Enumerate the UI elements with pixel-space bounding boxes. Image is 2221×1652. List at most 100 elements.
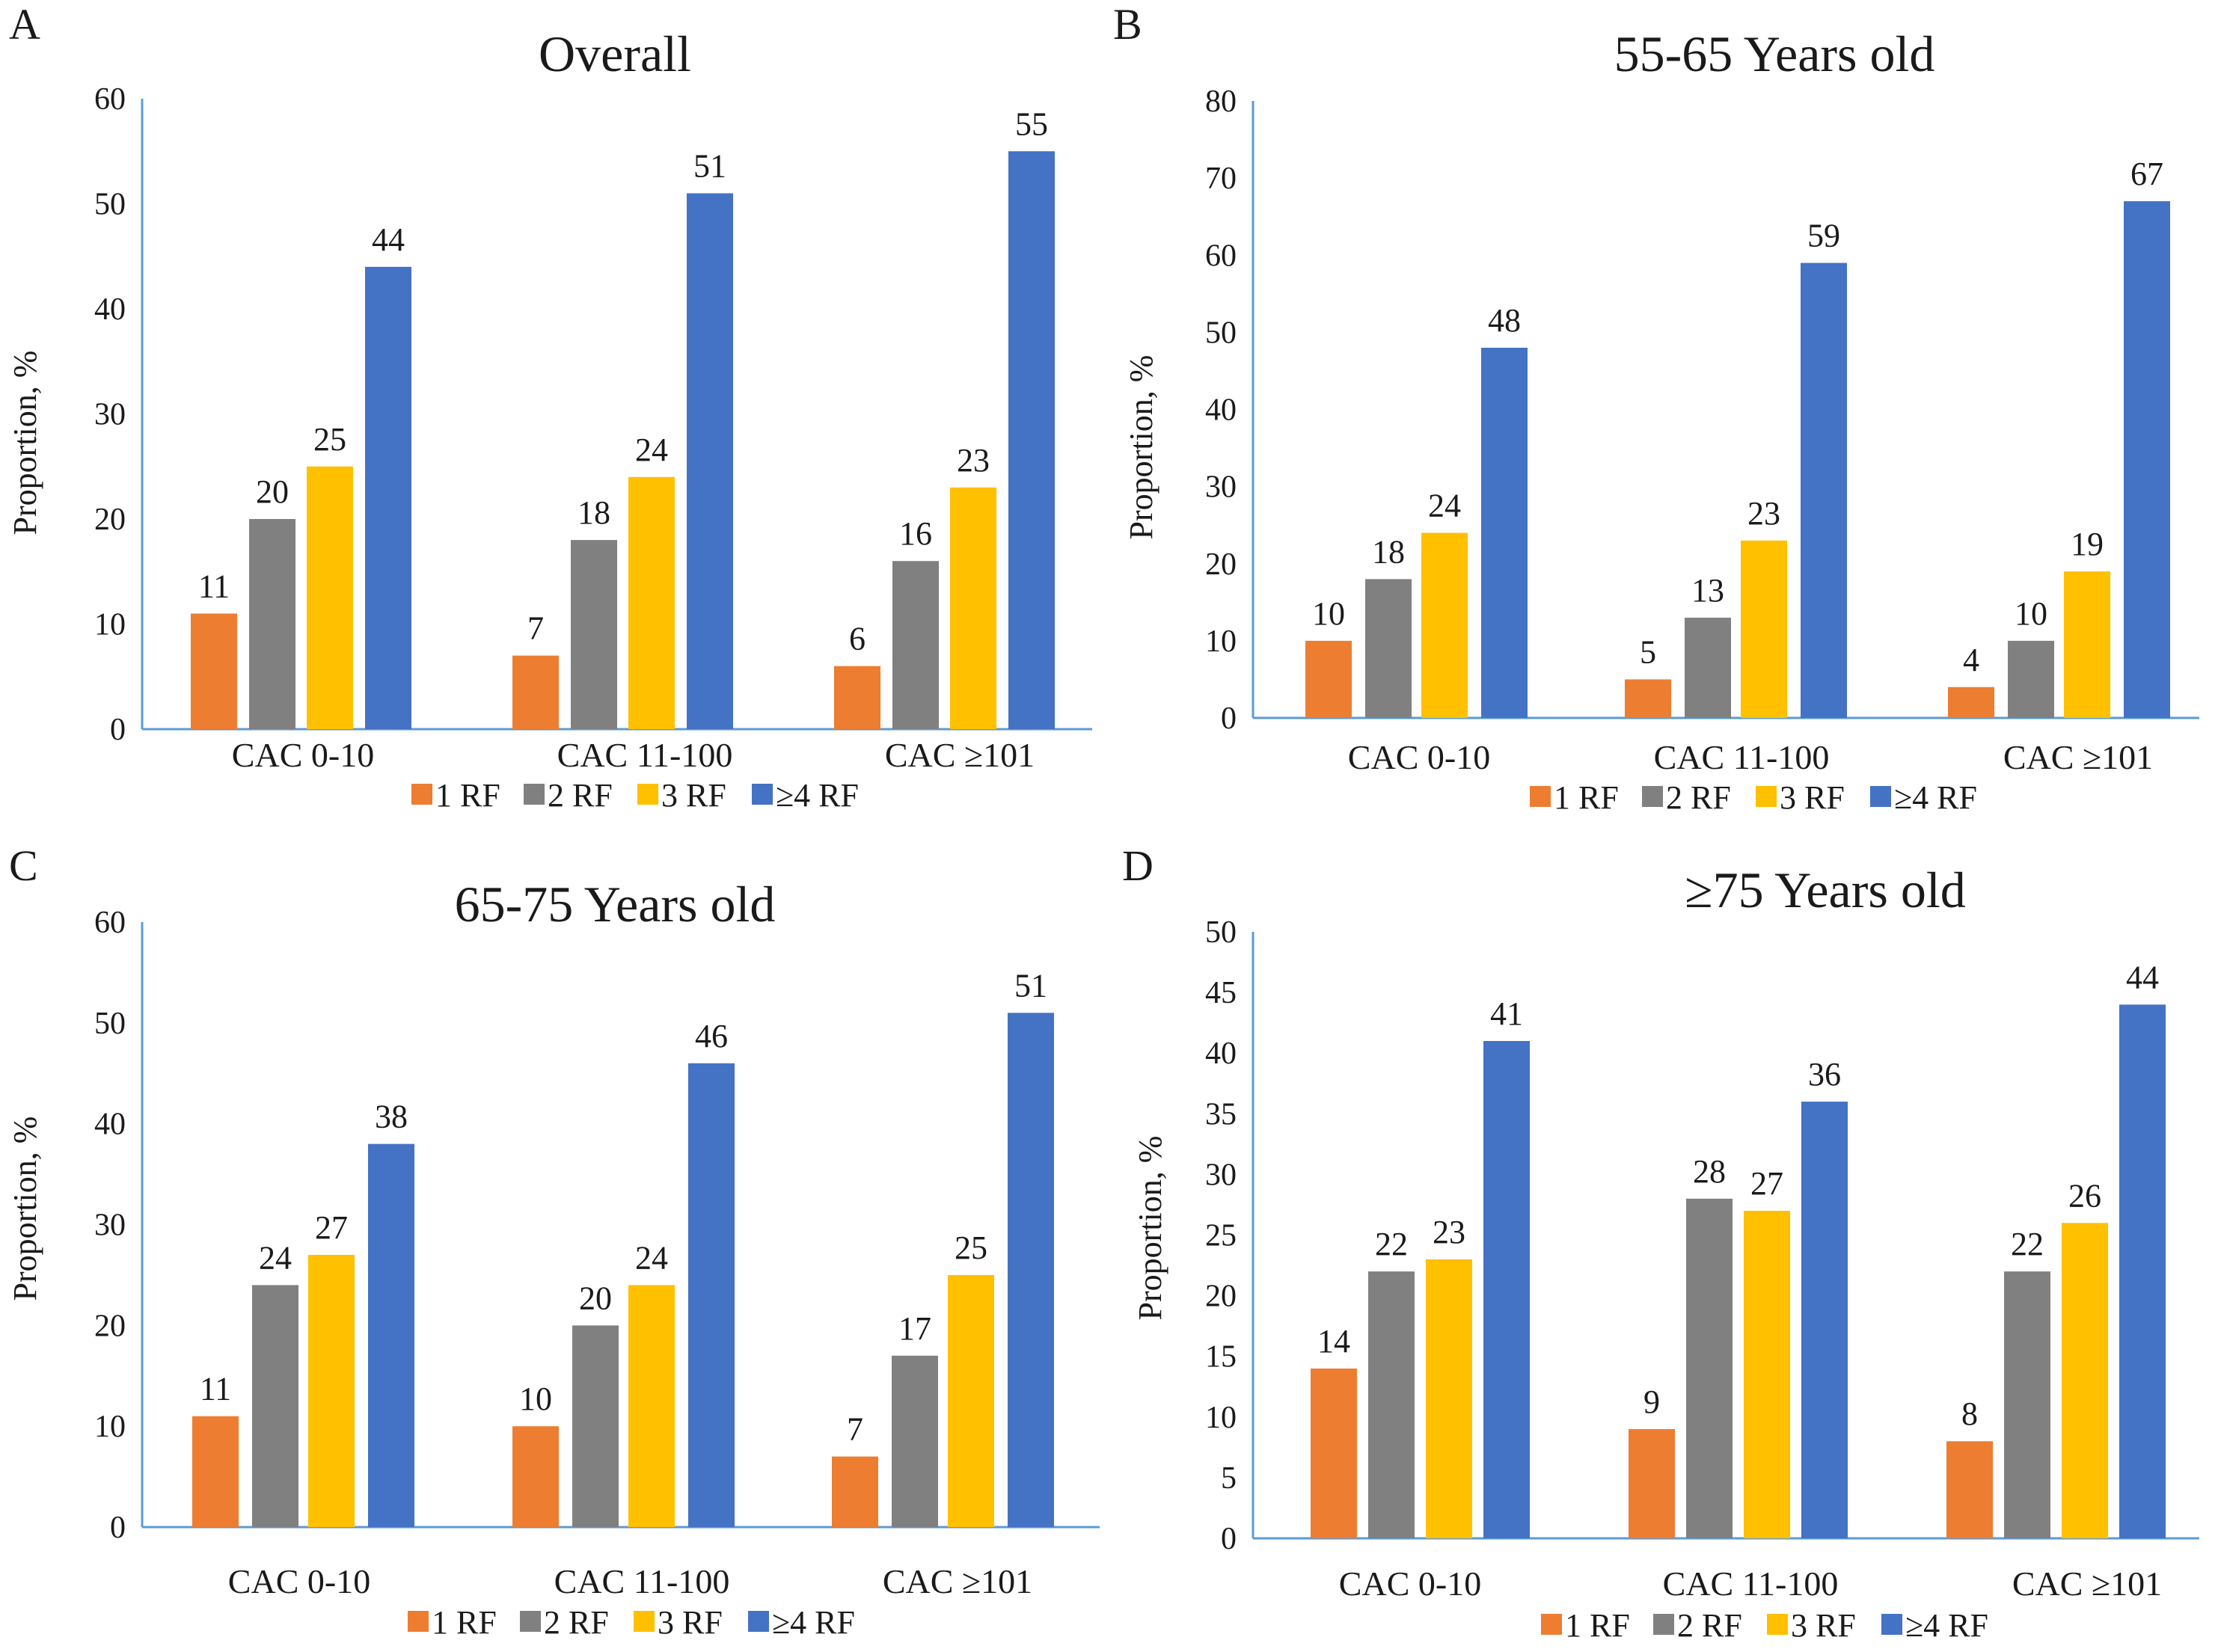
legend-swatch bbox=[1530, 786, 1551, 807]
bar bbox=[892, 1355, 938, 1527]
y-axis-label: Proportion, % bbox=[7, 351, 43, 535]
chart-title: Overall bbox=[539, 25, 691, 82]
bar bbox=[834, 666, 880, 729]
category-label: CAC 0-10 bbox=[1339, 1565, 1481, 1603]
y-tick-label: 35 bbox=[1205, 1097, 1237, 1131]
legend-swatch bbox=[411, 784, 432, 805]
data-label: 46 bbox=[695, 1018, 728, 1054]
bar bbox=[1426, 1259, 1472, 1538]
legend-label: 2 RF bbox=[548, 777, 613, 814]
bar bbox=[950, 487, 996, 729]
bar bbox=[1685, 617, 1731, 718]
y-tick-label: 80 bbox=[1205, 85, 1237, 119]
legend-label: 1 RF bbox=[1554, 779, 1619, 816]
data-label: 25 bbox=[313, 421, 346, 458]
y-tick-label: 70 bbox=[1205, 162, 1237, 196]
y-tick-label: 40 bbox=[1205, 1037, 1237, 1071]
data-label: 24 bbox=[259, 1239, 292, 1276]
legend-swatch bbox=[1541, 1614, 1562, 1635]
data-label: 24 bbox=[635, 432, 668, 468]
category-label: CAC 11-100 bbox=[1654, 738, 1830, 776]
bar bbox=[1948, 687, 1994, 718]
legend-swatch bbox=[1642, 786, 1663, 807]
bar bbox=[1421, 532, 1468, 718]
bar bbox=[948, 1274, 994, 1527]
category-label: CAC 11-100 bbox=[554, 1562, 730, 1600]
y-tick-label: 60 bbox=[94, 82, 126, 117]
data-label: 10 bbox=[1312, 595, 1345, 632]
legend-label: 1 RF bbox=[1565, 1607, 1630, 1644]
y-tick-label: 10 bbox=[1205, 624, 1237, 659]
data-label: 8 bbox=[1961, 1395, 1978, 1432]
data-label: 13 bbox=[1691, 572, 1724, 609]
data-label: 59 bbox=[1807, 218, 1840, 254]
data-label: 27 bbox=[1750, 1165, 1783, 1202]
y-tick-label: 40 bbox=[1205, 393, 1237, 428]
bar bbox=[1946, 1441, 1993, 1538]
panel-letter: C bbox=[9, 841, 38, 890]
data-label: 51 bbox=[1014, 967, 1047, 1004]
bar bbox=[252, 1285, 298, 1527]
data-label: 18 bbox=[578, 494, 610, 531]
bar bbox=[307, 466, 353, 729]
legend-label: 3 RF bbox=[1780, 779, 1845, 816]
bar bbox=[1741, 540, 1787, 718]
data-label: 20 bbox=[256, 473, 289, 510]
data-label: 36 bbox=[1808, 1056, 1841, 1093]
legend-swatch bbox=[524, 784, 545, 805]
y-axis-label: Proportion, % bbox=[1132, 1136, 1168, 1321]
y-tick-label: 5 bbox=[1221, 1461, 1237, 1496]
bar bbox=[365, 266, 411, 729]
data-label: 10 bbox=[519, 1381, 552, 1417]
data-label: 23 bbox=[957, 442, 990, 479]
bar bbox=[1483, 1040, 1530, 1538]
legend: 1 RF 2 RF 3 RF ≥4 RF bbox=[411, 777, 859, 814]
legend-label: 3 RF bbox=[661, 777, 726, 814]
data-label: 55 bbox=[1015, 105, 1048, 142]
data-label: 19 bbox=[2071, 526, 2104, 562]
y-tick-label: 25 bbox=[1205, 1219, 1237, 1253]
data-label: 7 bbox=[527, 610, 544, 647]
data-label: 7 bbox=[847, 1411, 863, 1448]
chart-panel-b: B 55-65 Years old 0 10 20 30 40 50 60 70 80 Proport… bbox=[1113, 0, 2199, 816]
chart-title: 65-75 Years old bbox=[455, 876, 776, 933]
chart-panel-a: A Overall 0 10 20 30 40 50 60 Proportion, % 11 20 25… bbox=[7, 0, 1092, 814]
data-label: 23 bbox=[1747, 495, 1780, 532]
bar bbox=[832, 1456, 878, 1527]
bar bbox=[1368, 1271, 1415, 1538]
y-tick-label: 20 bbox=[1205, 1280, 1237, 1314]
y-tick-label: 50 bbox=[1205, 316, 1237, 350]
legend-swatch bbox=[748, 1611, 769, 1632]
category-label: CAC 11-100 bbox=[1663, 1565, 1839, 1603]
data-label: 5 bbox=[1640, 633, 1656, 670]
bar bbox=[368, 1143, 414, 1527]
y-tick-label: 10 bbox=[94, 608, 126, 642]
bar bbox=[1311, 1368, 1357, 1538]
y-tick-label: 50 bbox=[1205, 915, 1237, 950]
bar bbox=[1801, 1102, 1848, 1538]
y-tick-label: 30 bbox=[94, 398, 126, 432]
category-label: CAC ≥101 bbox=[2003, 738, 2153, 776]
y-tick-label: 20 bbox=[94, 503, 126, 537]
y-tick-label: 40 bbox=[94, 1108, 126, 1142]
category-label: CAC ≥101 bbox=[883, 1562, 1032, 1600]
bar bbox=[308, 1254, 355, 1527]
legend-swatch bbox=[752, 784, 773, 805]
legend: 1 RF 2 RF 3 RF ≥4 RF bbox=[1530, 779, 1977, 816]
y-axis-label: Proportion, % bbox=[7, 1117, 43, 1301]
bar bbox=[628, 476, 675, 729]
category-label: CAC ≥101 bbox=[2012, 1565, 2162, 1603]
data-label: 67 bbox=[2130, 156, 2163, 192]
y-tick-label: 50 bbox=[94, 188, 126, 222]
legend-label: 1 RF bbox=[432, 1604, 497, 1641]
bar bbox=[1481, 348, 1528, 718]
legend-label: ≥4 RF bbox=[772, 1604, 855, 1641]
chart-title: 55-65 Years old bbox=[1614, 25, 1935, 82]
y-tick-label: 45 bbox=[1205, 976, 1237, 1010]
bar bbox=[191, 613, 237, 729]
legend-label: 3 RF bbox=[658, 1604, 723, 1641]
y-tick-label: 50 bbox=[94, 1007, 126, 1041]
bar bbox=[688, 1063, 735, 1527]
data-label: 44 bbox=[372, 221, 405, 258]
legend-swatch bbox=[1870, 786, 1891, 807]
